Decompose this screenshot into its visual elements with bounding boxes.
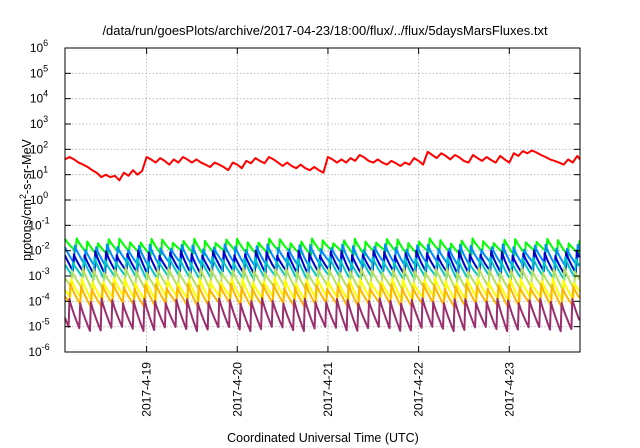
- y-tick-label: 105: [30, 63, 48, 80]
- chart-title: /data/run/goesPlots/archive/2017-04-23/1…: [102, 23, 548, 38]
- series-layer: [64, 149, 581, 333]
- series-line: [64, 266, 581, 292]
- y-tick-label: 106: [30, 38, 48, 55]
- series-line: [64, 282, 581, 309]
- y-tick-label: 10-3: [28, 266, 49, 283]
- x-tick-label: 2017-4-23: [502, 362, 516, 417]
- series-line: [64, 277, 581, 303]
- y-tick-label: 10-6: [28, 342, 49, 359]
- y-axis-label: protons/cm2-s-sr-MeV: [18, 138, 34, 260]
- series-line: [64, 297, 581, 333]
- y-tick-label: 104: [30, 89, 48, 106]
- series-line: [64, 237, 581, 257]
- series-line: [64, 243, 581, 269]
- grid: [65, 48, 580, 352]
- series-line: [64, 249, 581, 277]
- series-line: [64, 149, 581, 182]
- y-tick-label: 10-4: [28, 291, 49, 308]
- x-tick-label: 2017-4-19: [140, 362, 154, 417]
- x-tick-label: 2017-4-21: [321, 362, 335, 417]
- y-tick-label: 10-1: [28, 215, 49, 232]
- y-tick-label: 103: [30, 114, 48, 131]
- series-line: [64, 256, 581, 282]
- y-tick-label: 102: [30, 139, 48, 156]
- y-tick-label: 10-2: [28, 241, 49, 258]
- y-tick-label: 101: [30, 165, 48, 182]
- y-axis: 10-6 10-5 10-4 10-3 10-2 10-1 100 101 102 103 104 1…: [28, 38, 580, 359]
- x-axis: 2017-4-19 2017-4-20 2017-4-21 2017-4-22 2017…: [140, 48, 516, 417]
- x-tick-label: 2017-4-20: [230, 362, 244, 417]
- y-tick-label: 100: [30, 190, 48, 207]
- x-axis-label: Coordinated Universal Time (UTC): [227, 431, 419, 445]
- x-tick-label: 2017-4-22: [412, 362, 426, 417]
- y-tick-label: 10-5: [28, 317, 49, 334]
